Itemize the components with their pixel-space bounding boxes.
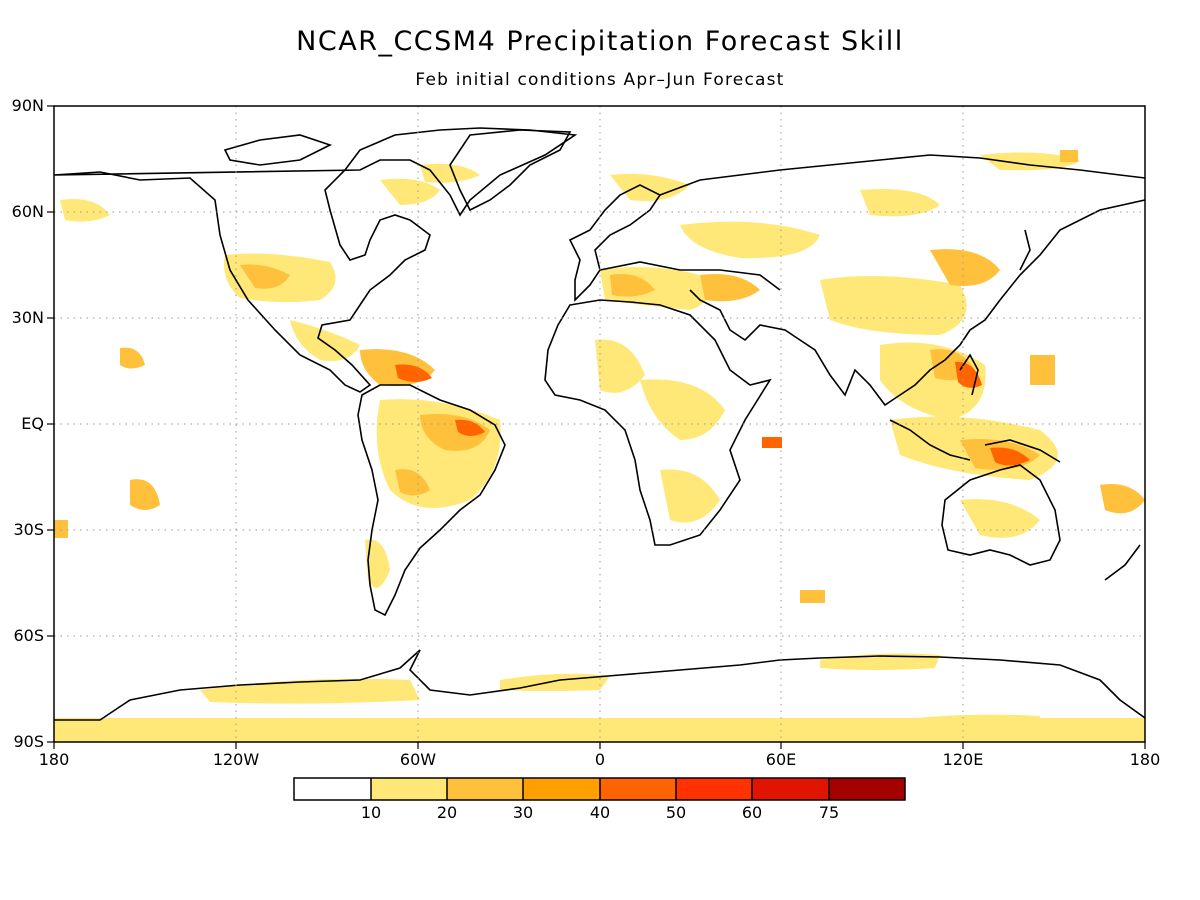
skill-region (610, 274, 655, 297)
skill-region (930, 249, 1000, 286)
skill-region (395, 469, 430, 496)
skill-region (680, 221, 820, 259)
colorbar-label: 20 (436, 803, 458, 822)
skill-region (900, 714, 1040, 732)
lat-label: EQ (21, 414, 44, 433)
skill-region (1030, 355, 1055, 385)
colorbar-swatch (294, 778, 371, 800)
skill-region (200, 678, 420, 704)
skill-region (660, 469, 720, 523)
map-title: NCAR_CCSM4 Precipitation Forecast Skill (296, 26, 904, 57)
coast-australia (941, 464, 1061, 566)
lat-label: 30N (11, 308, 44, 327)
skill-region (800, 590, 825, 603)
coast-new-guinea (984, 439, 1061, 463)
lat-label: 60S (13, 626, 44, 645)
skill-region (455, 419, 485, 436)
coast-arctic-islands (223, 134, 333, 166)
skill-region (380, 178, 440, 205)
colorbar-swatch (523, 778, 600, 800)
coast-south-america (357, 384, 506, 617)
colorbar-swatch (371, 778, 447, 800)
skill-region (980, 152, 1080, 171)
skill-region (60, 199, 110, 222)
skill-region (990, 447, 1030, 466)
skill-region (240, 264, 290, 289)
skill-region (54, 520, 68, 538)
colorbar-swatch (676, 778, 752, 800)
lat-label: 90S (13, 732, 44, 751)
lon-label: 0 (594, 750, 606, 769)
skill-region (1060, 150, 1078, 162)
tick-marks (47, 105, 1146, 749)
lon-label: 60W (399, 750, 437, 769)
lat-label: 60N (11, 202, 44, 221)
skill-region (290, 320, 360, 361)
colorbar-swatch (829, 778, 905, 800)
skill-region (120, 347, 145, 369)
skill-region (610, 173, 690, 201)
lon-label: 120E (942, 750, 984, 769)
coastlines (54, 127, 1145, 721)
colorbar-label: 10 (360, 803, 382, 822)
skill-region (700, 274, 760, 302)
colorbar-label: 60 (741, 803, 763, 822)
lon-label: 180 (38, 750, 70, 769)
skill-region (420, 163, 480, 183)
skill-region (130, 479, 160, 510)
coast-eurasia (659, 154, 1145, 407)
skill-region (762, 437, 782, 448)
coast-mediterranean (599, 261, 781, 291)
skill-region (1100, 484, 1145, 514)
lon-label: 60E (765, 750, 797, 769)
lat-label: 90N (11, 96, 44, 115)
coast-antarctica (54, 649, 1145, 721)
skill-region (640, 379, 725, 440)
colorbar-label: 50 (665, 803, 687, 822)
skill-region (960, 499, 1040, 538)
map-subtitle: Feb initial conditions Apr–Jun Forecast (415, 70, 785, 90)
colorbar-label: 30 (512, 803, 534, 822)
lat-label: 30S (13, 520, 44, 539)
skill-region (860, 189, 940, 217)
colorbar-swatch (447, 778, 523, 800)
colorbar-swatch (752, 778, 829, 800)
skill-region (365, 539, 390, 588)
coast-greenland (449, 129, 572, 212)
skill-region (395, 364, 432, 382)
coast-africa (544, 299, 772, 546)
coast-indonesia (889, 419, 971, 461)
coast-philippines (959, 353, 979, 396)
colorbar-swatch (600, 778, 676, 800)
skill-region (595, 339, 645, 393)
coast-europe (568, 184, 662, 302)
skill-region (820, 276, 967, 335)
colorbar-label: 40 (589, 803, 611, 822)
coast-new-zealand (1104, 544, 1141, 581)
colorbar (293, 777, 906, 801)
coast-north-america (54, 127, 578, 393)
colorbar-dividers (370, 778, 830, 800)
coast-japan (1019, 229, 1031, 271)
lon-label: 120W (212, 750, 260, 769)
lon-label: 180 (1129, 750, 1161, 769)
colorbar-label: 75 (818, 803, 840, 822)
